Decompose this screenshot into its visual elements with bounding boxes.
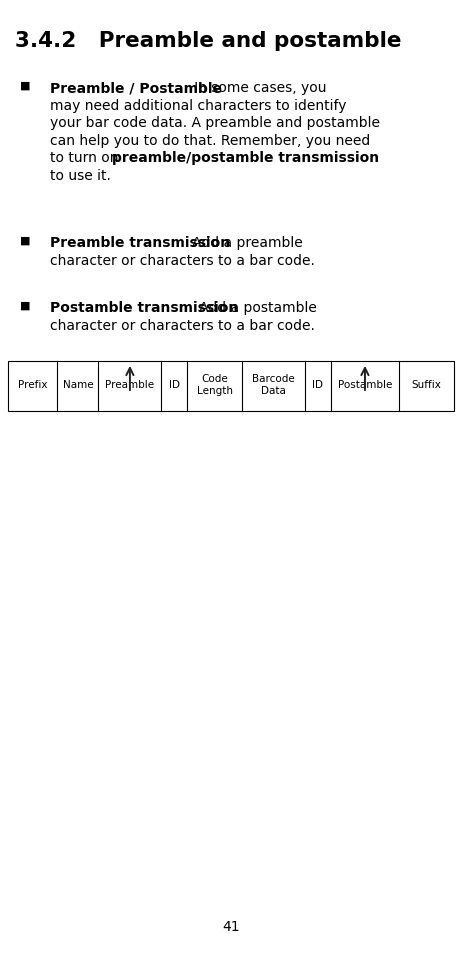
Text: ID: ID [169, 380, 180, 390]
Text: to turn on: to turn on [50, 151, 123, 165]
Text: Preamble transmission: Preamble transmission [50, 236, 230, 250]
Text: ID: ID [312, 380, 323, 390]
Text: Preamble / Postamble: Preamble / Postamble [50, 81, 222, 95]
Text: character or characters to a bar code.: character or characters to a bar code. [50, 253, 315, 268]
Text: your bar code data. A preamble and postamble: your bar code data. A preamble and posta… [50, 116, 380, 130]
Text: Code
Length: Code Length [196, 374, 232, 396]
Text: Barcode
Data: Barcode Data [252, 374, 295, 396]
Text: Postamble: Postamble [338, 380, 392, 390]
Text: Suffix: Suffix [412, 380, 442, 390]
Text: character or characters to a bar code.: character or characters to a bar code. [50, 318, 315, 333]
Text: In some cases, you: In some cases, you [181, 81, 327, 95]
Text: Postamble transmission: Postamble transmission [50, 301, 238, 315]
Text: ■: ■ [20, 301, 30, 311]
Text: Prefix: Prefix [18, 380, 48, 390]
Text: 3.4.2   Preamble and postamble: 3.4.2 Preamble and postamble [15, 31, 401, 51]
Text: Name: Name [62, 380, 93, 390]
Text: ■: ■ [20, 81, 30, 91]
Text: preamble/postamble transmission: preamble/postamble transmission [112, 151, 379, 165]
Text: Preamble: Preamble [105, 380, 154, 390]
Text: Add a preamble: Add a preamble [179, 236, 303, 250]
Text: 41: 41 [222, 920, 240, 934]
Text: can help you to do that. Remember, you need: can help you to do that. Remember, you n… [50, 134, 370, 147]
Text: to use it.: to use it. [50, 168, 111, 183]
Text: Add a postamble: Add a postamble [186, 301, 317, 315]
Bar [8, 361, 454, 411]
Text: may need additional characters to identify: may need additional characters to identi… [50, 98, 346, 113]
Text: ■: ■ [20, 236, 30, 246]
